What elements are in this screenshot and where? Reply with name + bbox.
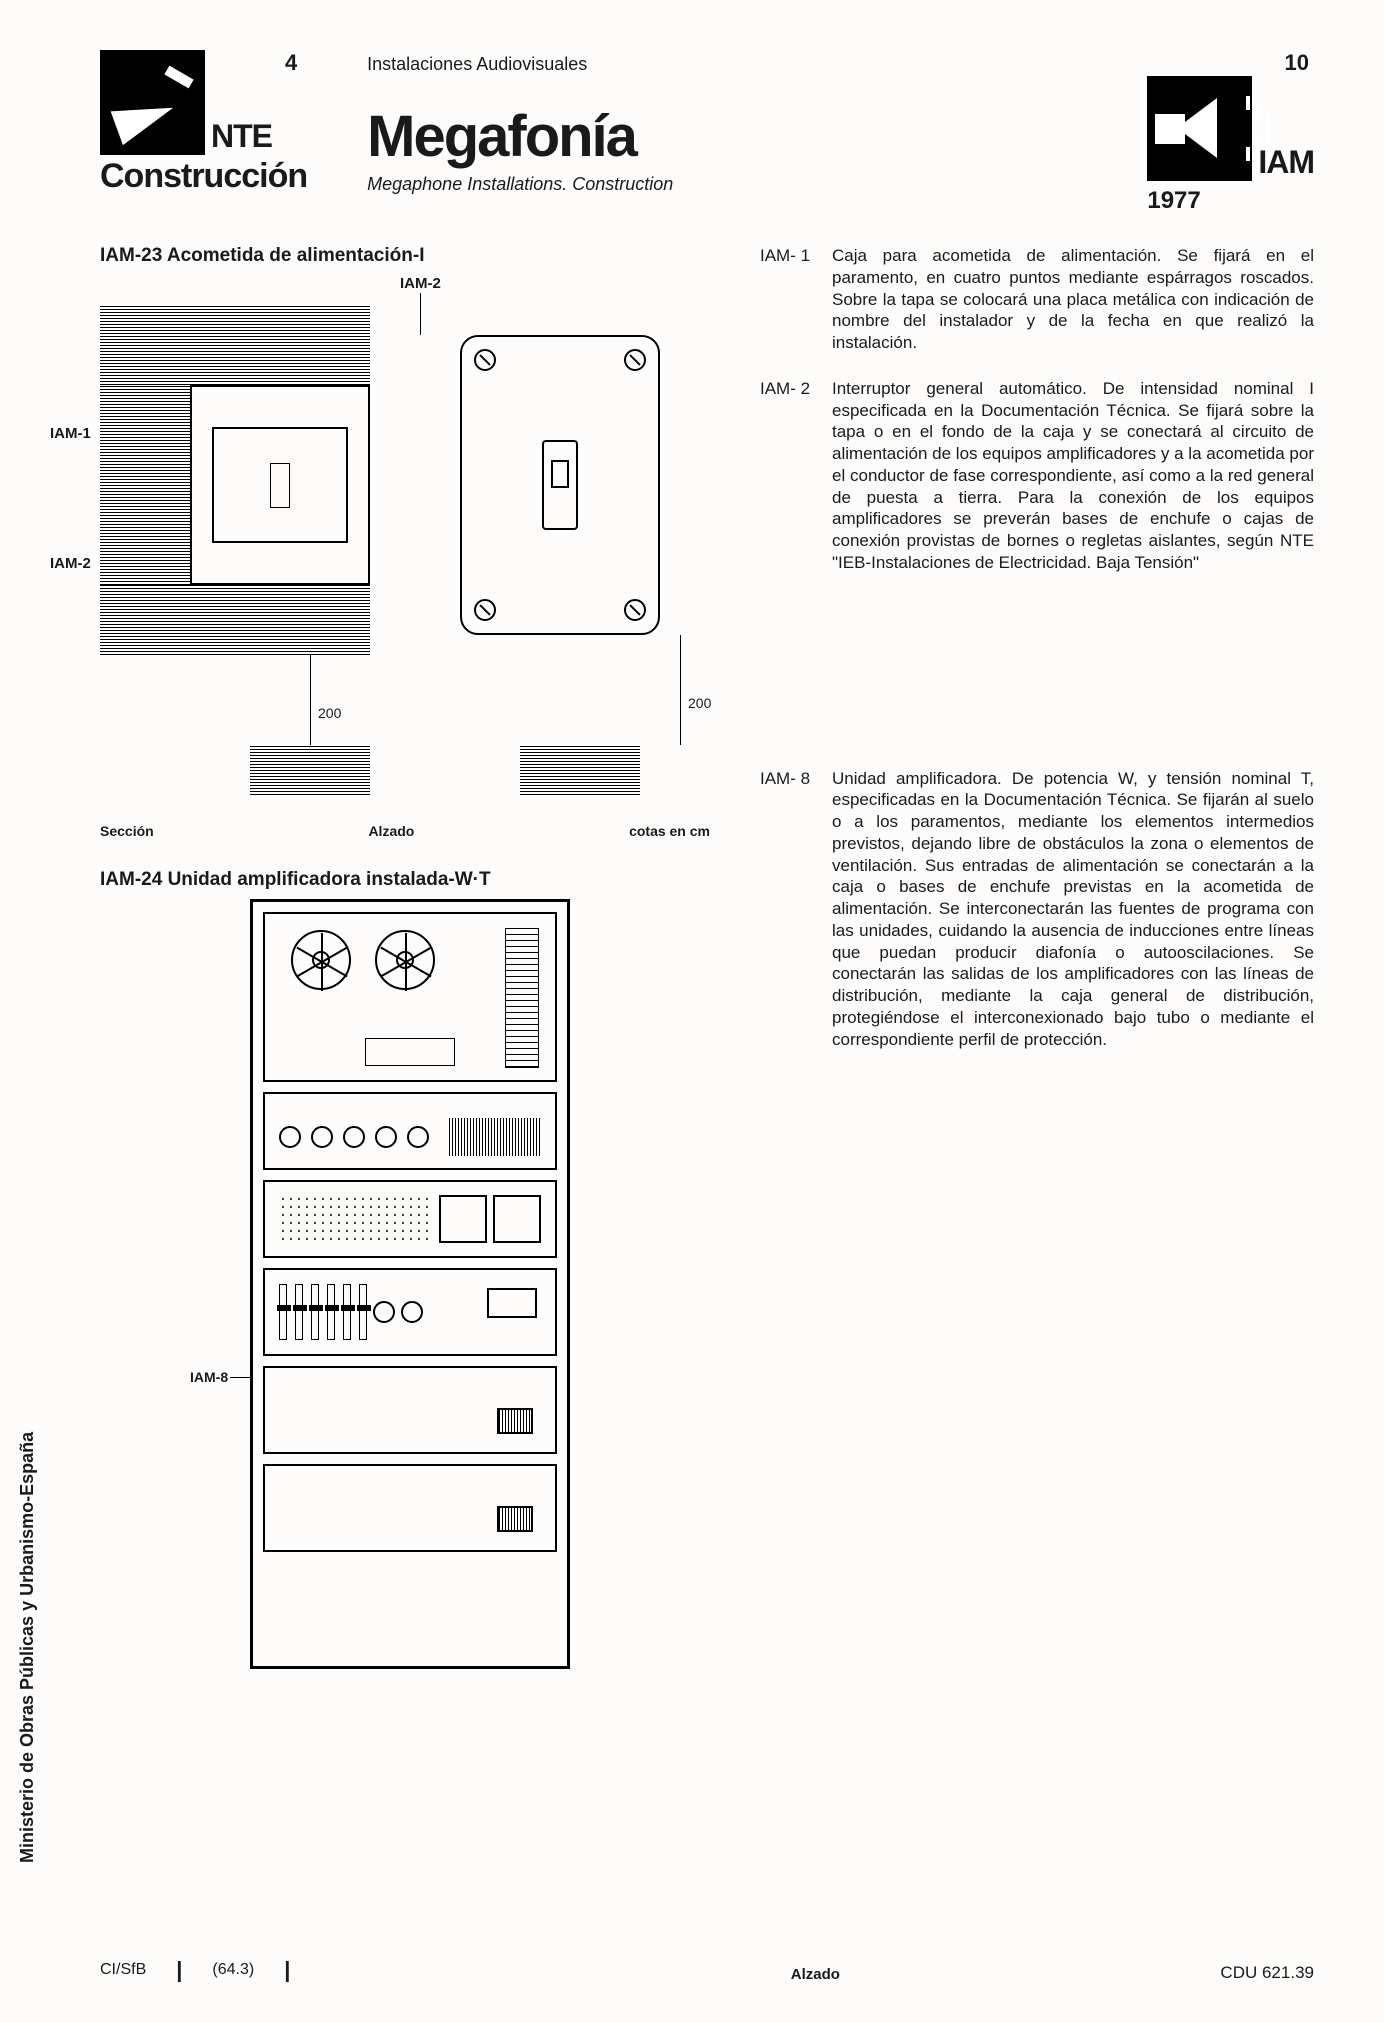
spec-iam1: IAM- 1 Caja para acometida de alimentaci… <box>760 245 1314 354</box>
document-header: NTE Construcción Instalaciones Audiovisu… <box>100 50 1314 215</box>
cisfb-label: CI/SfB <box>100 1961 146 1979</box>
label-iam8: IAM-8 <box>190 1369 228 1385</box>
left-column: IAM-23 Acometida de alimentación-I IAM-2… <box>100 245 720 1669</box>
screw-icon <box>624 349 646 371</box>
switch-icon <box>542 440 578 530</box>
spec-code: IAM- 2 <box>760 378 824 574</box>
spec-iam8: IAM- 8 Unidad amplificadora. De potencia… <box>760 768 1314 1051</box>
rack-eq-unit <box>263 1180 557 1258</box>
footer-center: Alzado <box>791 1966 840 1983</box>
dim-200a: 200 <box>318 705 341 721</box>
caption-seccion: Sección <box>100 823 154 839</box>
screw-icon <box>474 599 496 621</box>
caption-alzado: Alzado <box>368 823 414 839</box>
rack-mixer-unit <box>263 1268 557 1356</box>
trowel-logo-icon <box>100 50 205 155</box>
label-iam2-top: IAM-2 <box>400 275 441 292</box>
page-subtitle: Megaphone Installations. Construction <box>367 174 1147 195</box>
page-number-left: 4 <box>285 50 297 76</box>
spec-code: IAM- 8 <box>760 768 824 1051</box>
page-title: Megafonía <box>367 103 1147 170</box>
label-iam1: IAM-1 <box>50 425 91 442</box>
header-center: Instalaciones Audiovisuales Megafonía Me… <box>307 50 1147 195</box>
spec-iam2: IAM- 2 Interruptor general automático. D… <box>760 378 1314 574</box>
right-column: IAM- 1 Caja para acometida de alimentaci… <box>750 245 1314 1669</box>
diagram-acometida: IAM-2 IAM-1 IAM-2 200 200 <box>100 275 720 815</box>
category-label: Instalaciones Audiovisuales <box>367 54 1147 75</box>
page-number-right: 10 <box>1285 50 1309 76</box>
footer-code: (64.3) <box>212 1961 254 1979</box>
spec-text: Interruptor general automático. De inten… <box>832 378 1314 574</box>
ministry-vertical-label: Ministerio de Obras Públicas y Urbanismo… <box>17 1432 38 1863</box>
spec-text: Unidad amplificadora. De potencia W, y t… <box>832 768 1314 1051</box>
rack-power-unit-2 <box>263 1464 557 1552</box>
main-content: IAM-23 Acometida de alimentación-I IAM-2… <box>100 245 1314 1669</box>
document-footer: CI/SfB | (64.3) | Alzado CDU 621.39 <box>100 1957 1314 1983</box>
caption-cotas: cotas en cm <box>629 823 710 839</box>
construccion-label: Construcción <box>100 157 307 196</box>
section2-title: IAM-24 Unidad amplificadora instalada-W·… <box>100 869 720 891</box>
nte-label: NTE <box>211 118 272 155</box>
label-iam2-left: IAM-2 <box>50 555 91 572</box>
dim-200b: 200 <box>688 695 711 711</box>
screw-icon <box>624 599 646 621</box>
screw-icon <box>474 349 496 371</box>
diagram1-captions: Sección Alzado cotas en cm <box>100 823 720 839</box>
section1-title: IAM-23 Acometida de alimentación-I <box>100 245 720 267</box>
spec-text: Caja para acometida de alimentación. Se … <box>832 245 1314 354</box>
switch-plate <box>460 335 660 635</box>
rack-power-unit-1 <box>263 1366 557 1454</box>
rack-tape-unit <box>263 912 557 1082</box>
spec-code: IAM- 1 <box>760 245 824 354</box>
speaker-logo-icon <box>1147 76 1252 181</box>
diagram-rack <box>250 899 570 1669</box>
year-label: 1977 <box>1147 187 1200 215</box>
rack-amp-unit <box>263 1092 557 1170</box>
cdu-label: CDU 621.39 <box>1220 1963 1314 1983</box>
header-left: NTE Construcción <box>100 50 307 196</box>
